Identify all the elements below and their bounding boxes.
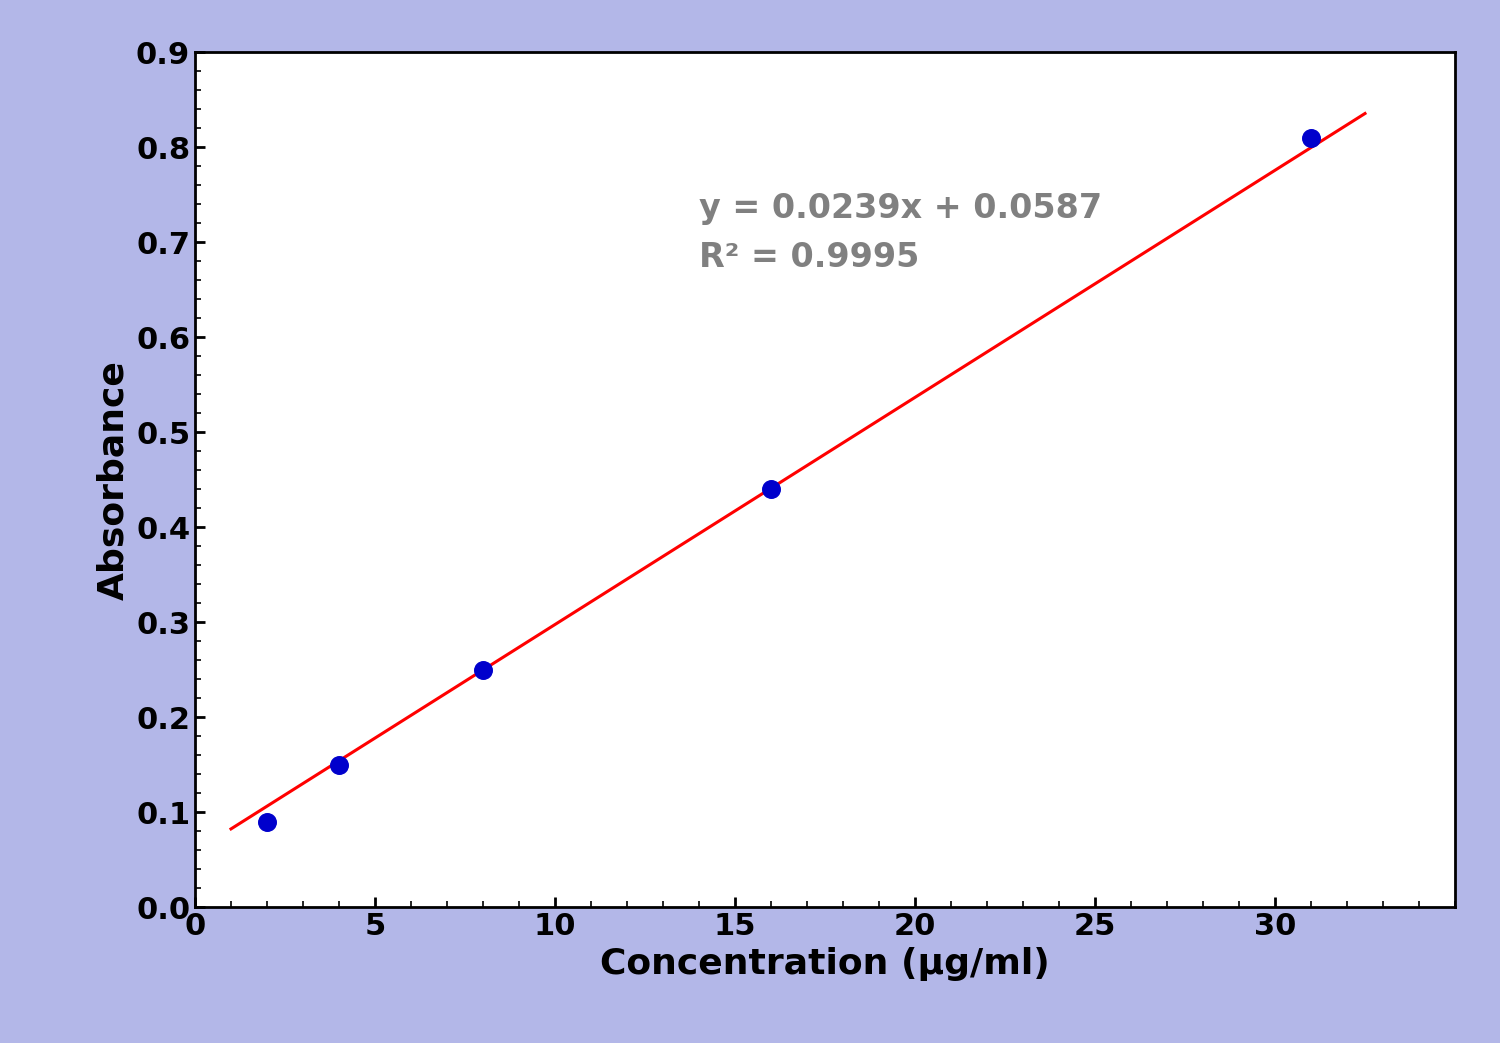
Point <box>759 481 783 498</box>
Y-axis label: Absorbance: Absorbance <box>96 360 130 600</box>
X-axis label: Concentration (μg/ml): Concentration (μg/ml) <box>600 947 1050 980</box>
Point <box>1299 129 1323 146</box>
Point <box>255 814 279 830</box>
Point <box>471 661 495 678</box>
Point <box>327 756 351 773</box>
Text: y = 0.0239x + 0.0587
R² = 0.9995: y = 0.0239x + 0.0587 R² = 0.9995 <box>699 192 1102 273</box>
